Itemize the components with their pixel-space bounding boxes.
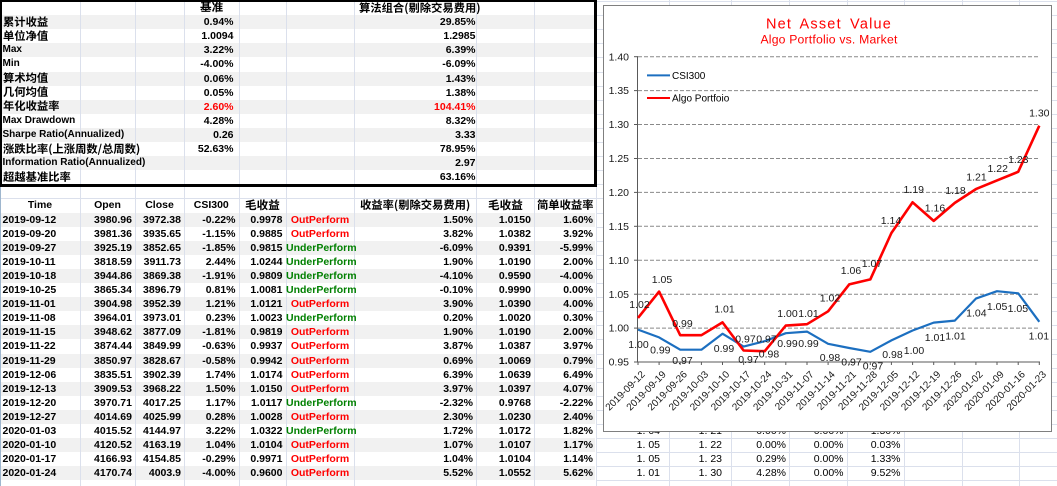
svg-text:0.97: 0.97 <box>738 354 759 366</box>
svg-text:1.05: 1.05 <box>987 301 1008 313</box>
svg-text:0.97: 0.97 <box>841 357 862 369</box>
svg-text:1.00: 1.00 <box>628 339 649 351</box>
svg-text:1.10: 1.10 <box>609 255 630 267</box>
svg-text:1.00: 1.00 <box>904 345 925 357</box>
svg-text:0.98: 0.98 <box>882 349 903 361</box>
svg-text:Algo Portfoio: Algo Portfoio <box>672 93 730 104</box>
svg-text:1.22: 1.22 <box>987 163 1008 175</box>
svg-text:0.97: 0.97 <box>735 334 756 346</box>
svg-text:1.01: 1.01 <box>1029 330 1050 342</box>
svg-text:1.20: 1.20 <box>609 187 630 199</box>
svg-text:1.30: 1.30 <box>609 119 630 131</box>
svg-text:0.95: 0.95 <box>609 357 630 369</box>
svg-text:1.23: 1.23 <box>1008 154 1029 166</box>
svg-text:0.97: 0.97 <box>672 355 693 367</box>
svg-text:0.97: 0.97 <box>863 361 884 373</box>
svg-text:1.14: 1.14 <box>881 215 902 227</box>
svg-text:Net Asset Value: Net Asset Value <box>766 17 892 33</box>
svg-text:0.99: 0.99 <box>714 343 735 355</box>
svg-text:1.19: 1.19 <box>903 184 924 196</box>
svg-text:1.07: 1.07 <box>862 258 883 270</box>
svg-text:0.97: 0.97 <box>756 334 777 346</box>
svg-text:Algo Portfolio vs. Market: Algo Portfolio vs. Market <box>760 33 897 47</box>
svg-text:0.98: 0.98 <box>759 349 780 361</box>
svg-text:0.98: 0.98 <box>820 352 841 364</box>
svg-text:1.01: 1.01 <box>798 308 819 320</box>
svg-text:1.02: 1.02 <box>629 299 650 311</box>
svg-text:1.05: 1.05 <box>609 289 630 301</box>
svg-text:0.99: 0.99 <box>777 338 798 350</box>
svg-text:1.16: 1.16 <box>925 203 946 215</box>
svg-text:1.21: 1.21 <box>966 172 987 184</box>
svg-text:1.30: 1.30 <box>1029 107 1050 119</box>
svg-text:1.15: 1.15 <box>609 221 630 233</box>
svg-text:0.99: 0.99 <box>650 344 671 356</box>
svg-text:CSI300: CSI300 <box>672 71 706 82</box>
svg-text:1.01: 1.01 <box>714 303 735 315</box>
svg-text:1.02: 1.02 <box>820 293 841 305</box>
svg-text:1.40: 1.40 <box>609 51 630 63</box>
svg-text:0.99: 0.99 <box>798 338 819 350</box>
svg-text:1.01: 1.01 <box>925 332 946 344</box>
svg-text:1.35: 1.35 <box>609 85 630 97</box>
svg-text:1.05: 1.05 <box>652 274 673 286</box>
svg-text:1.04: 1.04 <box>966 308 987 320</box>
svg-text:0.99: 0.99 <box>672 318 693 330</box>
svg-text:1.05: 1.05 <box>1008 303 1029 315</box>
svg-text:1.01: 1.01 <box>945 330 966 342</box>
svg-text:1.25: 1.25 <box>609 153 630 165</box>
svg-text:1.00: 1.00 <box>609 323 630 335</box>
svg-text:1.00: 1.00 <box>777 308 798 320</box>
svg-text:1.18: 1.18 <box>945 185 966 197</box>
svg-text:1.06: 1.06 <box>841 265 862 277</box>
